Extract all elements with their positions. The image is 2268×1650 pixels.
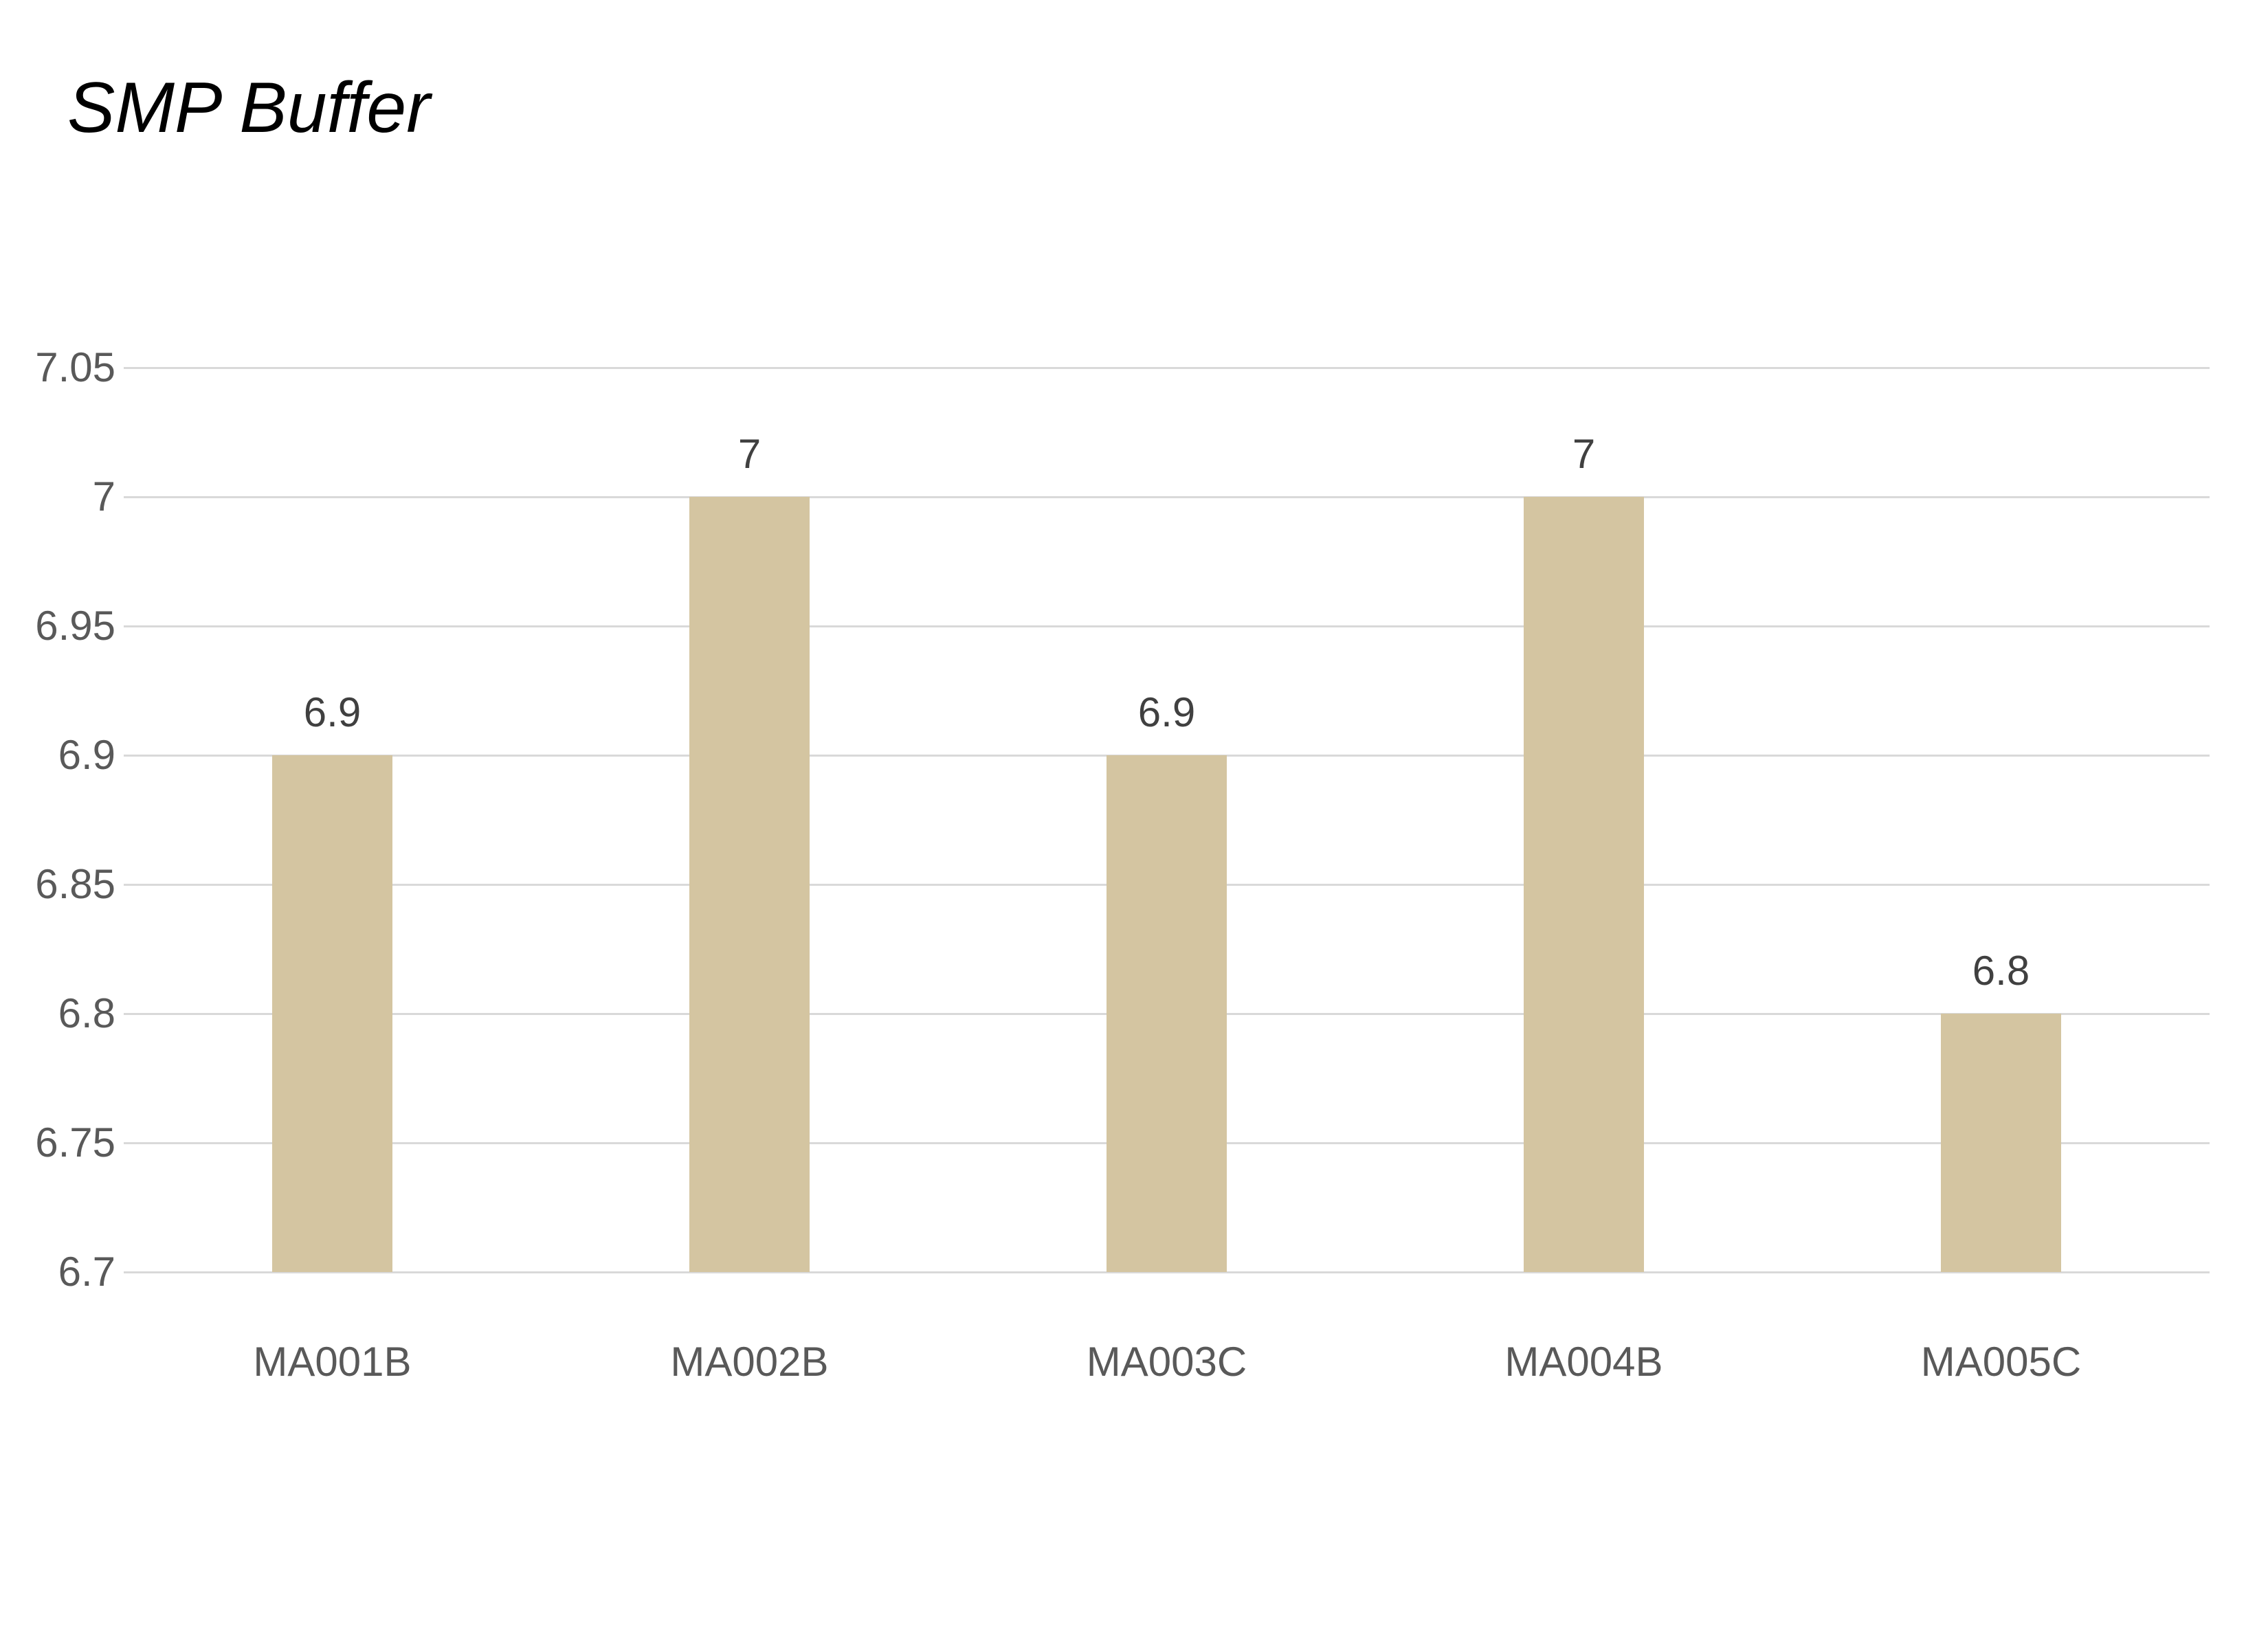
x-axis-tick-label-MA004B: MA004B	[1504, 1339, 1663, 1385]
bar-MA004B	[1524, 497, 1644, 1272]
y-axis-tick-label: 6.7	[58, 1249, 115, 1295]
y-axis-tick-label: 6.75	[35, 1119, 115, 1166]
y-axis-tick-label: 6.95	[35, 603, 115, 649]
chart-title: SMP Buffer	[67, 68, 430, 148]
x-axis-tick-label-MA001B: MA001B	[253, 1339, 412, 1385]
data-label-MA004B: 7	[1572, 431, 1596, 477]
data-label-MA003C: 6.9	[1137, 689, 1196, 735]
bar-MA003C	[1107, 755, 1227, 1272]
y-gridline	[124, 625, 2210, 627]
y-axis-tick-label: 6.85	[35, 861, 115, 907]
y-gridline	[124, 496, 2210, 498]
data-label-MA002B: 7	[737, 431, 761, 477]
data-label-MA001B: 6.9	[303, 689, 362, 735]
y-gridline	[124, 367, 2210, 369]
y-gridline	[124, 1271, 2210, 1273]
y-axis-tick-label: 7	[92, 473, 115, 520]
bar-MA005C	[1941, 1014, 2061, 1272]
y-axis-tick-label: 6.8	[58, 990, 115, 1036]
bar-MA001B	[272, 755, 392, 1272]
y-axis-tick-label: 6.9	[58, 732, 115, 778]
x-axis-tick-label-MA005C: MA005C	[1920, 1339, 2082, 1385]
data-label-MA005C: 6.8	[1972, 948, 2030, 994]
x-axis-tick-label-MA002B: MA002B	[670, 1339, 829, 1385]
bar-MA002B	[689, 497, 810, 1272]
y-axis-tick-label: 7.05	[35, 344, 115, 390]
x-axis-tick-label-MA003C: MA003C	[1086, 1339, 1247, 1385]
